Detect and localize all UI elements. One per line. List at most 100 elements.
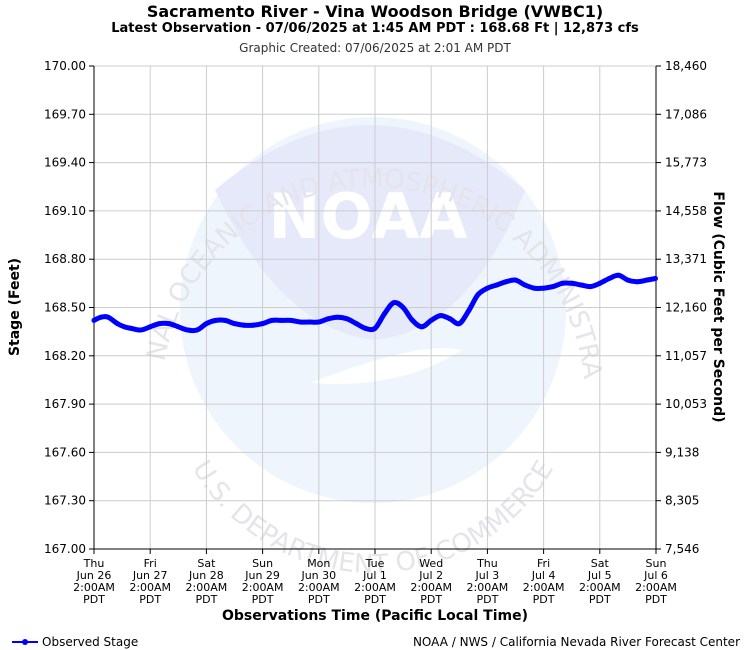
observed-stage-point — [381, 311, 387, 317]
observed-stage-point — [456, 321, 462, 327]
y-tick-label: 169.70 — [44, 107, 86, 121]
observed-stage-point — [428, 317, 434, 323]
observed-stage-point — [569, 280, 575, 286]
observed-stage-point — [335, 314, 340, 320]
observed-stage-point — [410, 317, 415, 323]
axes: 167.00 7,546 167.30 8,305 167.60 9,138 167.90 1… — [44, 59, 707, 606]
y-tick-label: 168.50 — [44, 301, 86, 315]
y2-axis-label: Flow (Cubic Feet per Second) — [710, 191, 726, 422]
watermark-wave — [310, 348, 462, 385]
y-tick-label: 167.90 — [44, 397, 86, 411]
y2-tick-label: 12,160 — [665, 301, 707, 315]
x-tick-label: Sun Jul 6 2:00AM PDT — [635, 557, 677, 606]
observed-stage-point — [166, 321, 172, 327]
observed-stage-point — [475, 292, 481, 298]
observed-stage-point — [447, 316, 453, 322]
observed-stage-point — [203, 321, 209, 327]
series-observed-stage — [91, 272, 658, 334]
observed-stage-point — [222, 317, 228, 323]
observed-stage-point — [578, 282, 584, 288]
observed-stage-point — [531, 285, 537, 291]
watermark-logo-text: NOAA — [269, 180, 468, 253]
observed-stage-point — [121, 324, 127, 330]
observed-stage-point — [138, 327, 144, 333]
observed-stage-point — [232, 321, 237, 327]
observed-stage-point — [484, 285, 490, 291]
watermark-gull — [215, 125, 525, 340]
observed-stage-point — [363, 325, 369, 331]
credit-text: NOAA / NWS / California Nevada River For… — [412, 635, 740, 649]
observed-stage-point — [344, 316, 350, 322]
y2-tick-label: 14,558 — [665, 204, 707, 218]
observed-stage-point — [587, 284, 593, 290]
observed-stage-point — [559, 280, 565, 286]
x-tick-label: Wed Jul 2 2:00AM PDT — [410, 557, 452, 606]
x-tick-label: Thu Jul 3 2:00AM PDT — [467, 557, 509, 606]
observed-stage-point — [306, 319, 312, 325]
observed-stage-point — [91, 317, 97, 323]
observed-stage-point — [157, 321, 163, 327]
y2-tick-label: 8,305 — [665, 494, 699, 508]
y2-tick-label: 15,773 — [665, 156, 707, 170]
observed-stage-point — [129, 325, 134, 331]
y-tick-label: 170.00 — [44, 59, 86, 73]
x-tick-label: Mon Jun 30 2:00AM PDT — [298, 557, 340, 606]
observed-stage-point — [438, 313, 444, 319]
observed-stage-point — [269, 317, 275, 323]
observed-stage-point — [260, 321, 266, 327]
observed-stage-point — [634, 279, 640, 285]
observed-stage-point — [250, 322, 256, 328]
observed-stage-point — [606, 276, 612, 281]
graphic-created-text: Graphic Created: 07/06/2025 at 2:01 AM P… — [239, 41, 511, 55]
observed-stage-point — [98, 314, 104, 320]
observed-stage-point — [372, 325, 378, 331]
y2-tick-label: 17,086 — [665, 107, 707, 121]
y-tick-label: 169.10 — [44, 204, 86, 218]
observed-stage-point — [316, 319, 322, 325]
legend-label: Observed Stage — [42, 635, 139, 649]
observed-stage-point — [278, 317, 284, 323]
observed-stage-point — [513, 277, 518, 283]
observed-stage-point — [185, 327, 191, 333]
legend-line-marker — [12, 639, 38, 645]
grid-lines — [93, 65, 657, 550]
y-tick-label: 168.80 — [44, 252, 86, 266]
observed-stage-point — [194, 327, 200, 333]
y-tick-label: 167.60 — [44, 445, 86, 459]
observed-stage-point — [288, 317, 294, 323]
observed-stage-point — [241, 322, 247, 328]
x-axis-label: Observations Time (Pacific Local Time) — [222, 608, 528, 624]
x-tick-label: Fri Jun 27 2:00AM PDT — [129, 557, 171, 606]
y2-tick-label: 7,546 — [665, 542, 699, 556]
observed-stage-point — [105, 314, 111, 320]
observed-stage-point — [522, 282, 528, 288]
observed-stage-point — [625, 277, 631, 283]
observed-stage-point — [652, 276, 658, 281]
observed-stage-point — [297, 319, 303, 325]
y-tick-label: 167.30 — [44, 494, 86, 508]
legend: Observed Stage — [12, 635, 138, 649]
chart-title: Sacramento River - Vina Woodson Bridge (… — [146, 2, 604, 21]
observed-stage-point — [325, 316, 331, 322]
observed-stage-point — [175, 324, 181, 330]
y2-tick-label: 11,057 — [665, 349, 707, 363]
x-tick-label: Thu Jun 26 2:00AM PDT — [73, 557, 115, 606]
observed-stage-point — [147, 324, 153, 330]
x-tick-label: Fri Jul 4 2:00AM PDT — [523, 557, 565, 606]
observed-stage-point — [213, 317, 219, 323]
observed-stage-point — [114, 321, 120, 327]
observed-stage-point — [400, 305, 406, 310]
observed-stage-point — [597, 280, 603, 286]
x-tick-label: Tue Jul 1 2:00AM PDT — [354, 557, 396, 606]
noaa-watermark: NOAA NATIONAL OCEANIC AND ATMOSPHERIC AD… — [0, 0, 607, 580]
observed-stage-point — [644, 277, 650, 283]
observed-stage-point — [503, 279, 509, 285]
x-tick-label: Sun Jun 29 2:00AM PDT — [242, 557, 284, 606]
observed-stage-point — [391, 300, 397, 306]
observed-stage-point — [419, 324, 425, 330]
observed-stage-point — [466, 308, 472, 314]
x-tick-label: Sat Jul 5 2:00AM PDT — [579, 557, 621, 606]
observed-stage-point — [541, 285, 547, 291]
y-tick-label: 169.40 — [44, 156, 86, 170]
